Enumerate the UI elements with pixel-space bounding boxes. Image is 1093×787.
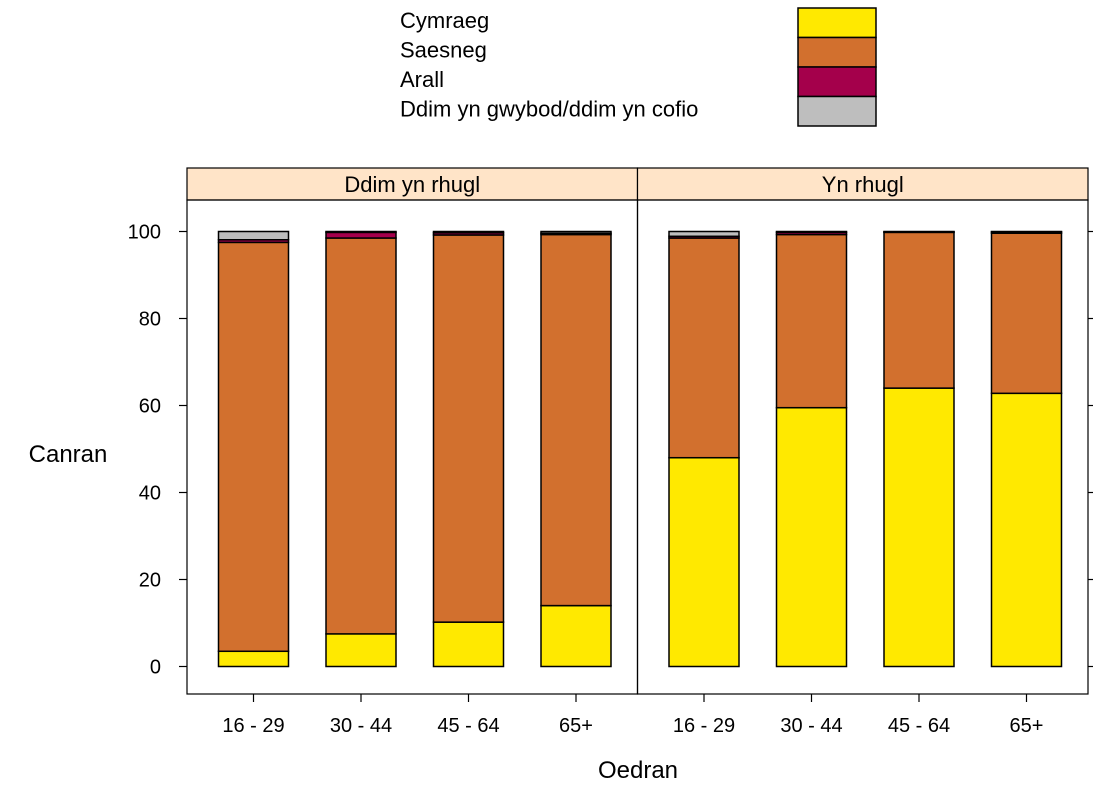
x-tick-label: 16 - 29 <box>222 715 284 737</box>
legend-entry-arall: Arall <box>400 66 877 98</box>
panel-title: Yn rhugl <box>822 172 904 197</box>
panel-frame <box>636 199 1089 695</box>
bar-segment-saesneg-45-64 <box>883 231 955 389</box>
x-tick-label: 16 - 29 <box>673 715 735 737</box>
x-tick-label: 30 - 44 <box>780 715 842 737</box>
bar-segment-cymraeg-16-29 <box>217 650 290 668</box>
legend-swatch <box>797 95 877 127</box>
y-tick-label: 0 <box>150 657 161 679</box>
bar-segment-ddim-yn-gwybod-ddim-yn-cofio-45-64 <box>432 230 505 234</box>
legend-label: Ddim yn gwybod/ddim yn cofio <box>400 97 698 122</box>
y-tick-label: 60 <box>139 396 161 418</box>
bar-segment-ddim-yn-gwybod-ddim-yn-cofio-30-44 <box>775 230 848 234</box>
bar-segment-saesneg-30-44 <box>325 237 397 635</box>
legend-label: Saesneg <box>400 38 487 63</box>
x-tick-label: 30 - 44 <box>330 715 392 737</box>
legend-label: Arall <box>400 67 444 92</box>
bar-segment-ddim-yn-gwybod-ddim-yn-cofio-30-44 <box>325 230 397 234</box>
axes: 0 20 40 60 80 100 <box>128 222 1093 679</box>
legend-entry-saesneg: Saesneg <box>400 36 877 68</box>
bar-segment-saesneg-30-44 <box>775 233 848 409</box>
y-tick-label: 20 <box>139 570 161 592</box>
legend-entry-ddim-yn-gwybod-ddim-yn-cofio: Ddim yn gwybod/ddim yn cofio <box>400 95 877 127</box>
y-tick-label: 40 <box>139 483 161 505</box>
x-tick-label: 65+ <box>559 715 593 737</box>
x-tick-label: 45 - 64 <box>888 715 950 737</box>
panel-title: Ddim yn rhugl <box>344 172 480 197</box>
x-tick-label: 45 - 64 <box>437 715 499 737</box>
bar-segment-cymraeg-45-64 <box>432 621 505 668</box>
bar-segment-arall-30-44 <box>325 231 397 239</box>
legend-entry-cymraeg: Cymraeg <box>400 7 877 39</box>
x-axis-label: Oedran <box>598 757 678 784</box>
x-tick-label: 65+ <box>1010 715 1044 737</box>
bar-segment-cymraeg-30-44 <box>325 633 397 668</box>
bar-segment-saesneg-16-29 <box>217 241 290 653</box>
bar-segment-saesneg-45-64 <box>432 234 505 623</box>
bar-segment-saesneg-16-29 <box>668 237 740 459</box>
panel-strip <box>186 167 639 201</box>
panel-strip <box>636 167 1089 201</box>
legend-swatch <box>797 7 877 39</box>
bar-segment-cymraeg-45-64 <box>883 387 955 668</box>
y-axis-label: Canran <box>29 441 108 468</box>
bar-segment-cymraeg-30-44 <box>775 406 848 668</box>
bar-segment-cymraeg-65 <box>540 604 612 668</box>
bar-segment-ddim-yn-gwybod-ddim-yn-cofio-16-29 <box>668 230 740 238</box>
legend-swatch <box>797 66 877 98</box>
panel-ddim-yn-rhugl: Ddim yn rhugl 16 - 29 30 - 44 45 - 64 65+ <box>186 167 639 737</box>
bar-segment-cymraeg-65 <box>990 392 1063 668</box>
bar-segment-cymraeg-16-29 <box>668 456 740 668</box>
y-tick-label: 100 <box>128 222 161 244</box>
bar-segment-ddim-yn-gwybod-ddim-yn-cofio-16-29 <box>217 230 290 241</box>
bar-segment-saesneg-65 <box>540 233 612 607</box>
bar-segment-ddim-yn-gwybod-ddim-yn-cofio-65 <box>540 230 612 234</box>
legend: Cymraeg Saesneg Arall Ddim yn gwybod/ddim y… <box>400 7 877 127</box>
bar-segment-saesneg-65 <box>990 232 1063 395</box>
panel-yn-rhugl: Yn rhugl 16 - 29 30 - 44 45 - 64 65+ <box>636 167 1089 737</box>
legend-label: Cymraeg <box>400 8 489 33</box>
y-tick-label: 80 <box>139 309 161 331</box>
legend-swatch <box>797 36 877 68</box>
